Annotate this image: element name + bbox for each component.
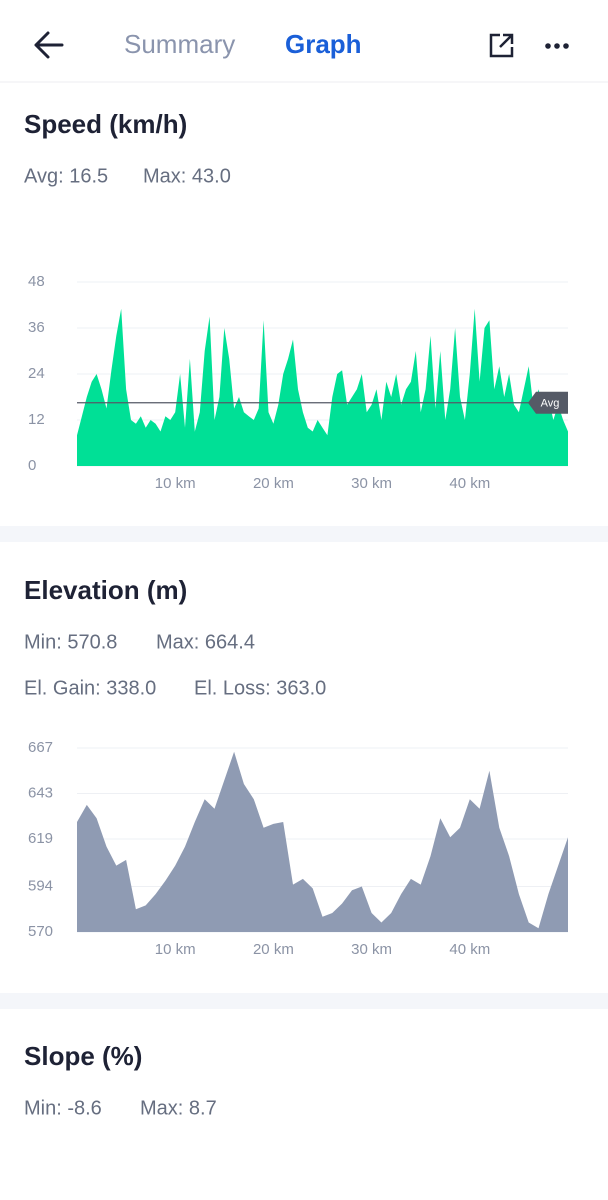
- y-tick-label: 0: [28, 457, 36, 474]
- stat: El. Gain: 338.0: [24, 677, 156, 699]
- area: [77, 751, 568, 932]
- x-tick-label: 30 km: [351, 941, 392, 958]
- area: [77, 308, 568, 466]
- x-tick-label: 40 km: [449, 941, 490, 958]
- stat: El. Loss: 363.0: [194, 677, 326, 699]
- section-title: Speed (km/h): [24, 109, 187, 139]
- y-tick-label: 594: [28, 877, 53, 894]
- more-button[interactable]: [545, 43, 569, 49]
- share-button[interactable]: [489, 33, 514, 58]
- x-tick-label: 40 km: [449, 475, 490, 492]
- stat: Avg: 16.5: [24, 165, 108, 187]
- x-tick-label: 10 km: [155, 475, 196, 492]
- stat: Min: 570.8: [24, 631, 117, 653]
- stat: Max: 43.0: [143, 165, 231, 187]
- y-tick-label: 643: [28, 784, 53, 801]
- avg-label: Avg: [541, 398, 560, 410]
- y-tick-label: 570: [28, 923, 53, 940]
- y-tick-label: 12: [28, 411, 45, 428]
- stat: Max: 8.7: [140, 1097, 217, 1119]
- y-tick-label: 36: [28, 319, 45, 336]
- y-tick-label: 24: [28, 365, 45, 382]
- back-button[interactable]: [34, 31, 64, 59]
- avg-tag: [528, 391, 568, 414]
- x-tick-label: 20 km: [253, 941, 294, 958]
- y-tick-label: 48: [28, 273, 45, 290]
- section-title: Elevation (m): [24, 575, 187, 605]
- stat: Max: 664.4: [156, 631, 255, 653]
- tab-graph[interactable]: Graph: [285, 29, 362, 59]
- x-tick-label: 20 km: [253, 475, 294, 492]
- y-tick-label: 619: [28, 830, 53, 847]
- x-tick-label: 30 km: [351, 475, 392, 492]
- section-divider: [0, 526, 608, 542]
- stat: Min: -8.6: [24, 1097, 102, 1119]
- tab-summary[interactable]: Summary: [124, 29, 235, 59]
- section-divider: [0, 993, 608, 1009]
- section-title: Slope (%): [24, 1041, 142, 1071]
- x-tick-label: 10 km: [155, 941, 196, 958]
- y-tick-label: 667: [28, 739, 53, 756]
